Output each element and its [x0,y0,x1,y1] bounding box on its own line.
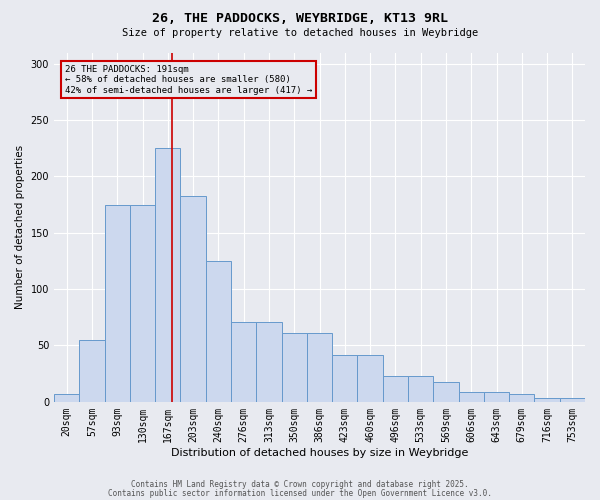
Bar [433,382,458,402]
Bar [155,148,181,402]
Bar [281,333,307,402]
Bar [358,354,383,402]
Text: Size of property relative to detached houses in Weybridge: Size of property relative to detached ho… [122,28,478,38]
Bar [79,340,104,402]
Bar [181,196,206,402]
X-axis label: Distribution of detached houses by size in Weybridge: Distribution of detached houses by size … [171,448,468,458]
Bar [408,376,433,402]
Text: Contains HM Land Registry data © Crown copyright and database right 2025.: Contains HM Land Registry data © Crown c… [131,480,469,489]
Bar [54,394,79,402]
Text: 26, THE PADDOCKS, WEYBRIDGE, KT13 9RL: 26, THE PADDOCKS, WEYBRIDGE, KT13 9RL [152,12,448,26]
Bar [383,376,408,402]
Bar [560,398,585,402]
Bar [535,398,560,402]
Bar [130,204,155,402]
Text: Contains public sector information licensed under the Open Government Licence v3: Contains public sector information licen… [108,488,492,498]
Bar [458,392,484,402]
Bar [104,204,130,402]
Bar [307,333,332,402]
Y-axis label: Number of detached properties: Number of detached properties [15,145,25,309]
Bar [256,322,281,402]
Bar [484,392,509,402]
Text: 26 THE PADDOCKS: 191sqm
← 58% of detached houses are smaller (580)
42% of semi-d: 26 THE PADDOCKS: 191sqm ← 58% of detache… [65,64,312,94]
Bar [231,322,256,402]
Bar [509,394,535,402]
Bar [332,354,358,402]
Bar [206,261,231,402]
